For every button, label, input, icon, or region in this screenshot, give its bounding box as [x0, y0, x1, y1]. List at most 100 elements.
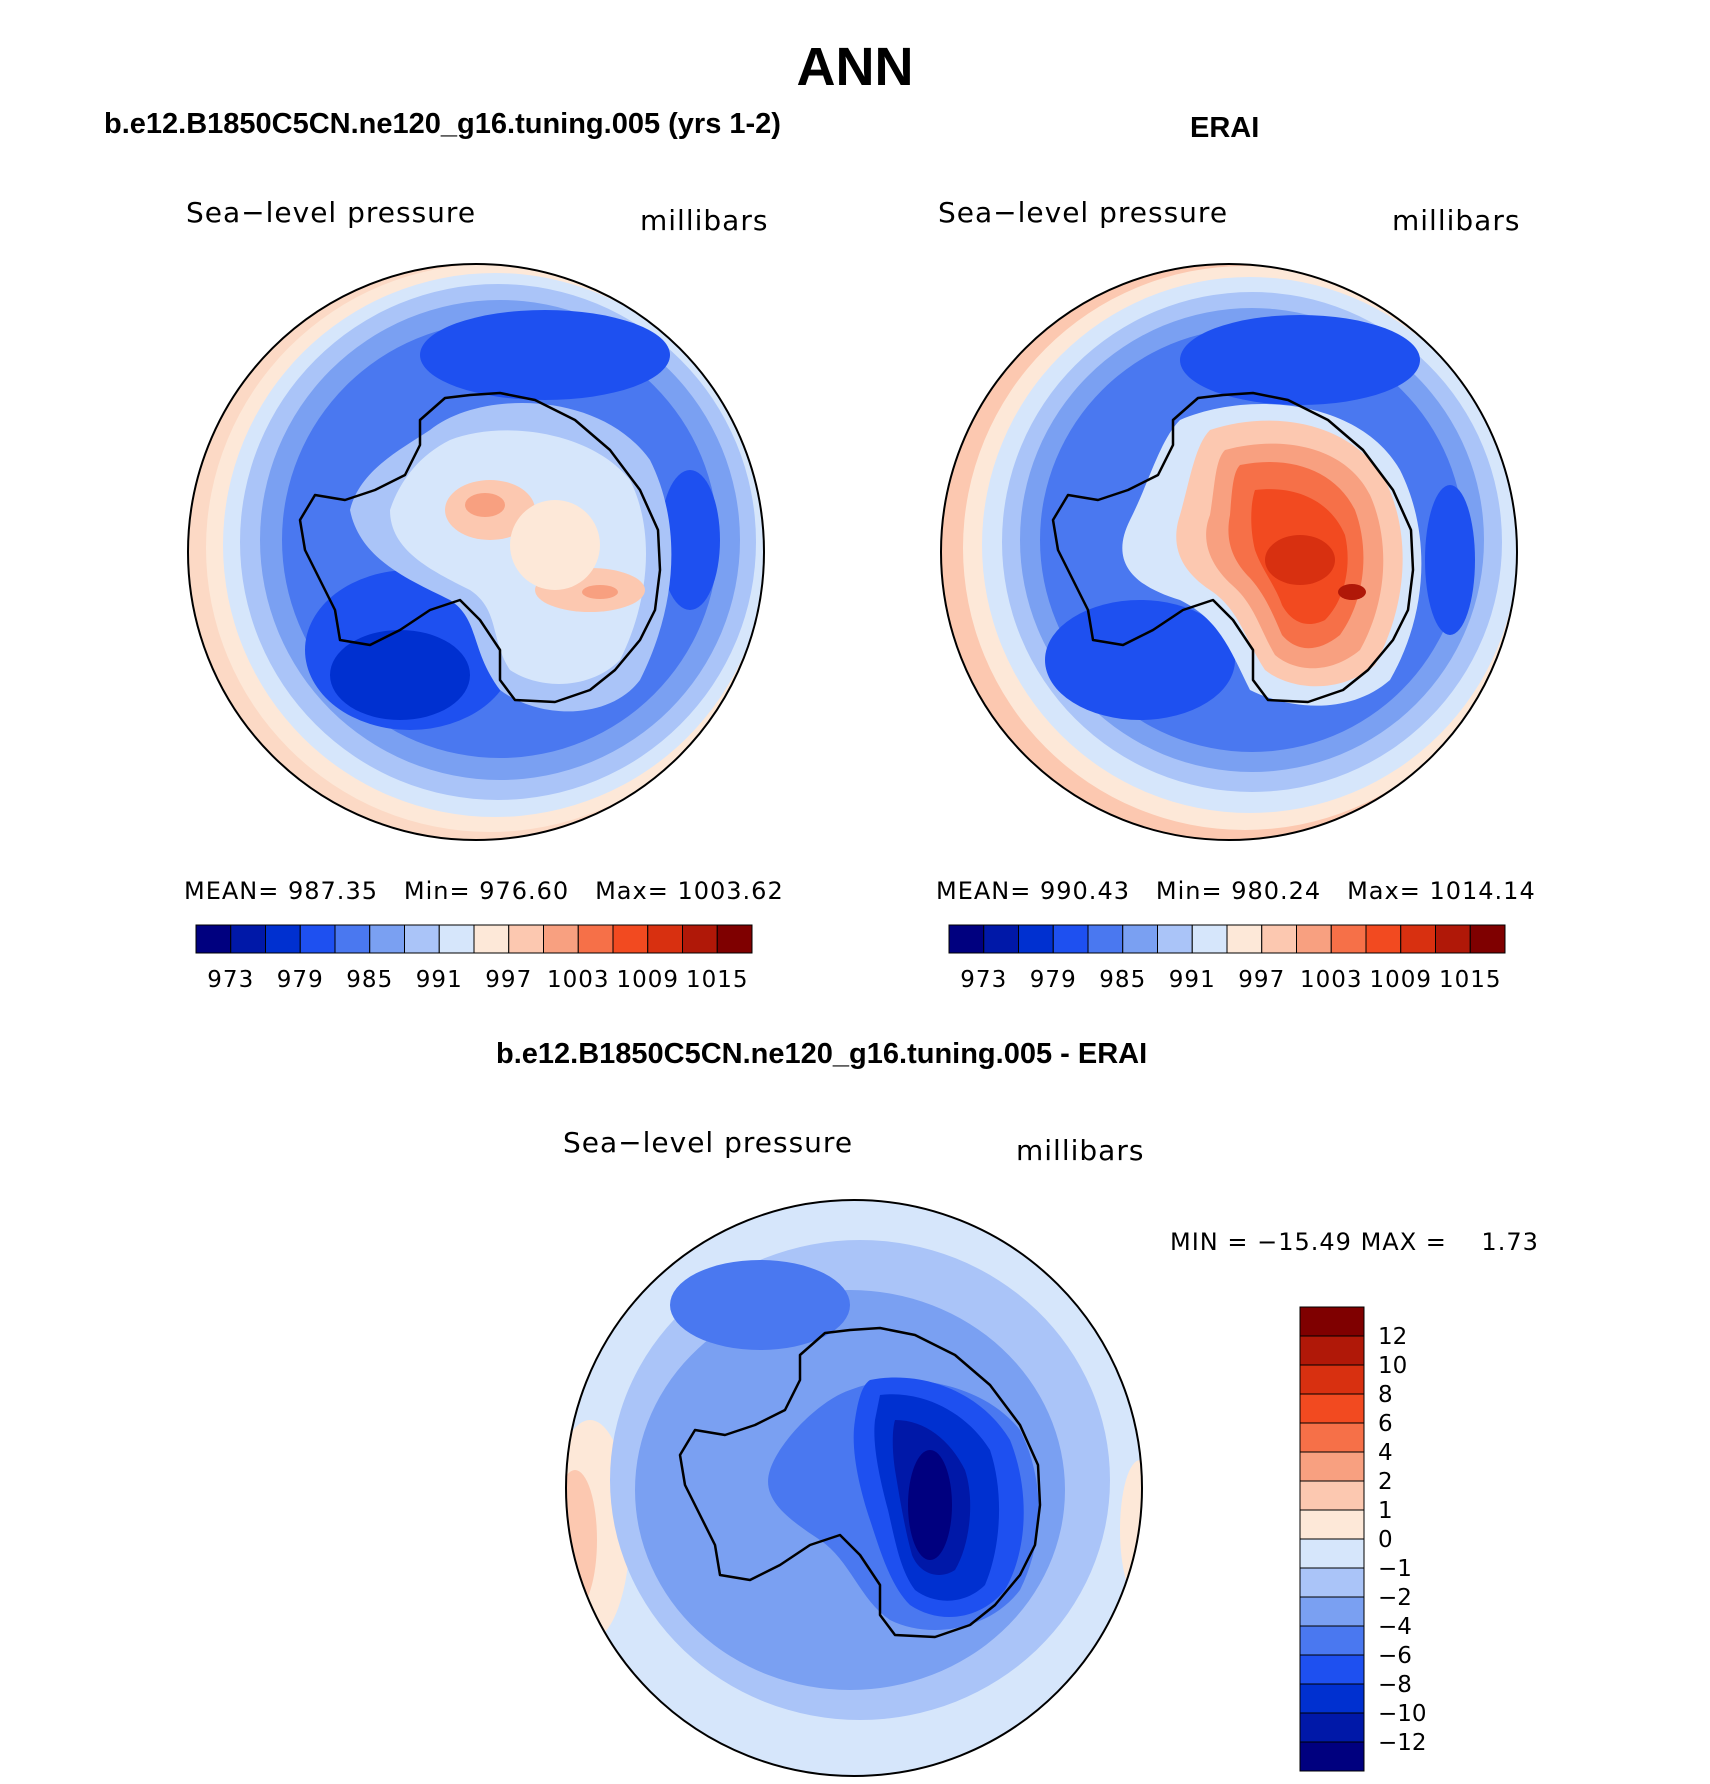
panel2-colorbar-cell	[948, 924, 985, 954]
panel3-colorbar-tick-label: 2	[1378, 1469, 1393, 1495]
panel1-colorbar-cell	[438, 924, 475, 954]
panel2-colorbar-cell	[1296, 924, 1332, 954]
panel3-colorbar-tick-label: 4	[1378, 1440, 1393, 1466]
panel3-colorbar-tick-label: 6	[1378, 1411, 1393, 1437]
panel1-variable: Sea−level pressure	[186, 196, 477, 229]
panel2-colorbar-cell	[1087, 924, 1124, 954]
panel2-colorbar-cell	[1330, 924, 1367, 954]
panel3-map	[566, 1200, 1142, 1776]
panel3-colorbar-cell	[1299, 1567, 1365, 1598]
panel1-colorbar: 973 979 985 991 997 1003 1009 1015	[195, 924, 753, 993]
panel1-colorbar-cell	[369, 924, 405, 954]
panel2-colorbar-tick-label: 985	[1099, 967, 1146, 993]
panel1-colorbar-tick-label: 985	[346, 967, 393, 993]
panel1-stats: MEAN= 987.35 Min= 976.60 Max= 1003.62	[184, 877, 784, 905]
panel2-min-label: Min=	[1155, 877, 1223, 905]
panel3-colorbar-tick-label: −2	[1378, 1585, 1412, 1611]
panel2-max-label: Max=	[1347, 877, 1421, 905]
panel2-colorbar-tick-label: 997	[1238, 967, 1285, 993]
panel3-stats: MIN = −15.49 MAX = 1.73	[1170, 1228, 1539, 1256]
panel3-colorbar-tick-label: −4	[1378, 1614, 1412, 1640]
panel3-colorbar-cell	[1299, 1509, 1365, 1540]
panel3-colorbar-cell	[1299, 1538, 1365, 1569]
panel2-stats: MEAN= 990.43 Min= 980.24 Max= 1014.14	[936, 877, 1536, 905]
panel1-colorbar-cell	[577, 924, 614, 954]
panel1-colorbar-cell	[716, 924, 753, 954]
panel2-colorbar-cell	[1400, 924, 1436, 954]
panel3-colorbar-cell	[1299, 1712, 1365, 1743]
panel2-colorbar-cell	[1191, 924, 1228, 954]
panel3-colorbar-tick-label: −8	[1378, 1672, 1412, 1698]
panel3-colorbar-tick-label: 0	[1378, 1527, 1393, 1553]
panel1-colorbar-cell	[612, 924, 649, 954]
panel1-title: b.e12.B1850C5CN.ne120_g16.tuning.005 (yr…	[104, 108, 781, 140]
panel3-colorbar-cell	[1299, 1393, 1365, 1424]
panel2-colorbar-cell	[983, 924, 1019, 954]
figure-title: ANN	[796, 37, 914, 97]
panel1-colorbar-cell	[334, 924, 371, 954]
panel1-colorbar-tick-label: 991	[416, 967, 463, 993]
panel3-colorbar-tick-label: −6	[1378, 1643, 1412, 1669]
panel2-colorbar-tick-label: 1003	[1300, 967, 1363, 993]
panel2-colorbar-cell	[1261, 924, 1297, 954]
panel3-colorbar-cell	[1299, 1451, 1365, 1482]
panel1-colorbar-cell	[647, 924, 683, 954]
panel1-colorbar-cell	[508, 924, 544, 954]
panel2-colorbar-cell	[1435, 924, 1471, 954]
panel3-colorbar-cell	[1299, 1741, 1365, 1772]
panel3-map-border	[565, 1199, 1143, 1777]
panel1-colorbar-cell	[543, 924, 579, 954]
panel1-colorbar-cell	[265, 924, 301, 954]
panel3-title: b.e12.B1850C5CN.ne120_g16.tuning.005 - E…	[496, 1038, 1148, 1070]
panel1-max-label: Max=	[595, 877, 669, 905]
panel2-units: millibars	[1392, 204, 1521, 237]
panel2-colorbar-cell	[1122, 924, 1158, 954]
panel2-colorbar-tick-label: 973	[960, 967, 1007, 993]
panel1-colorbar-tick-label: 1009	[616, 967, 679, 993]
panel2-max-value: 1014.14	[1429, 877, 1536, 905]
panel1-colorbar-tick-label: 997	[485, 967, 532, 993]
panel3-colorbar-tick-label: −1	[1378, 1556, 1412, 1582]
panel3-colorbar-tick-label: 8	[1378, 1382, 1393, 1408]
panel3-max-label: MAX =	[1360, 1228, 1447, 1256]
panel2-mean-value: 990.43	[1040, 877, 1130, 905]
panel1-max-value: 1003.62	[677, 877, 784, 905]
panel3-colorbar-tick-label: −12	[1378, 1730, 1427, 1756]
panel1-colorbar-cell	[473, 924, 510, 954]
panel1-colorbar-cell	[404, 924, 440, 954]
panel1-units: millibars	[640, 204, 769, 237]
panel3-colorbar-cell	[1299, 1364, 1365, 1395]
panel3-colorbar-cell	[1299, 1422, 1365, 1453]
panel2-map	[941, 264, 1517, 840]
panel2-title: ERAI	[1190, 112, 1260, 144]
panel2-colorbar-tick-label: 1009	[1369, 967, 1432, 993]
panel1-mean-value: 987.35	[288, 877, 378, 905]
panel1-map-border	[187, 263, 765, 841]
panel1-colorbar-cell	[195, 924, 232, 954]
panel1-colorbar-tick-label: 973	[207, 967, 254, 993]
panel2-colorbar-cell	[1469, 924, 1506, 954]
panel3-colorbar-tick-label: 1	[1378, 1498, 1393, 1524]
panel3-variable: Sea−level pressure	[563, 1126, 854, 1159]
panel3-units: millibars	[1016, 1134, 1145, 1167]
panel2-mean-label: MEAN=	[936, 877, 1032, 905]
panel2-colorbar-cell	[1157, 924, 1193, 954]
panel2-colorbar: 973 979 985 991 997 1003 1009 1015	[948, 924, 1506, 993]
panel2-variable: Sea−level pressure	[938, 196, 1229, 229]
panel3-colorbar-cell	[1299, 1683, 1365, 1714]
panel3-min-value: −15.49	[1257, 1228, 1352, 1256]
panel2-min-value: 980.24	[1231, 877, 1322, 905]
panel3-colorbar-cell	[1299, 1625, 1365, 1656]
panel1-min-label: Min=	[403, 877, 471, 905]
panel2-colorbar-cell	[1226, 924, 1263, 954]
panel2-colorbar-cell	[1018, 924, 1054, 954]
panel3-colorbar-tick-label: 10	[1378, 1353, 1407, 1379]
panel3-min-label: MIN =	[1170, 1228, 1249, 1256]
panel3-max-value: 1.73	[1481, 1228, 1539, 1256]
panel2-colorbar-tick-label: 991	[1169, 967, 1216, 993]
panel3-colorbar-cell	[1299, 1335, 1365, 1366]
panel3-colorbar-cell	[1299, 1306, 1365, 1337]
panel3-colorbar-cell	[1299, 1480, 1365, 1511]
panel1-colorbar-tick-label: 1003	[547, 967, 610, 993]
